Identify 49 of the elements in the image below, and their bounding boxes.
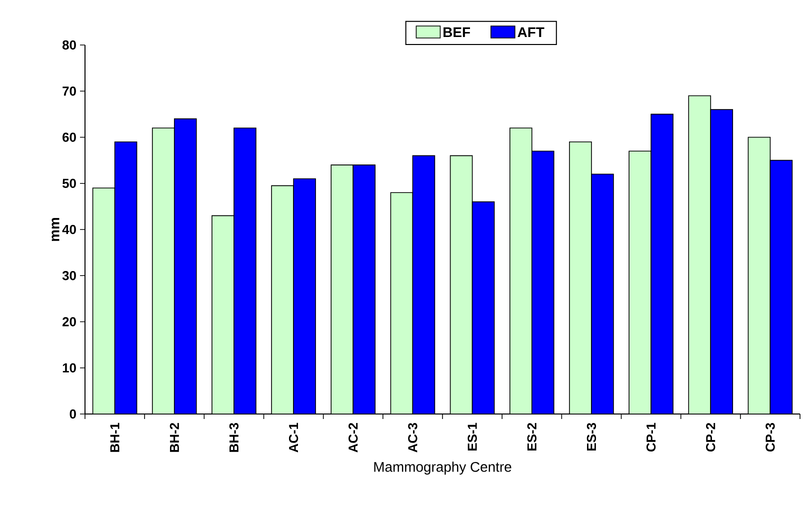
bar: [591, 174, 614, 414]
bar: [92, 188, 115, 414]
y-tick-label: 0: [70, 409, 76, 419]
legend-label: AFT: [518, 27, 544, 38]
x-axis-title: Mammography Centre: [374, 462, 512, 475]
y-tick-label: 70: [62, 86, 76, 96]
bar: [472, 202, 494, 414]
bar: [212, 216, 234, 414]
bar: [390, 192, 413, 414]
bar: [174, 118, 196, 414]
bar: [152, 128, 174, 414]
bar: [234, 128, 256, 414]
y-tick-label: 60: [62, 132, 76, 142]
bar: [748, 136, 771, 414]
bar: [294, 178, 316, 414]
x-tick-label: ES-1: [468, 422, 477, 450]
x-tick-label: BH-3: [229, 422, 239, 452]
x-tick-label: BH-1: [110, 422, 120, 452]
y-tick-label: 40: [62, 224, 76, 234]
bar: [272, 186, 294, 414]
x-tick-label: ES-2: [527, 423, 536, 450]
bar: [569, 142, 592, 414]
bar: [770, 160, 793, 414]
x-tick-label: AC-3: [408, 422, 418, 452]
x-tick-label: BH-2: [170, 423, 179, 452]
bar: [412, 156, 435, 414]
y-tick-label: 80: [62, 40, 76, 50]
bar: [353, 164, 376, 414]
bar: [510, 128, 532, 414]
legend-label: BEF: [444, 27, 470, 38]
x-tick-label: CP-1: [646, 422, 656, 452]
bar: [629, 151, 652, 414]
x-tick-label: CP-2: [706, 423, 716, 452]
x-tick-label: CP-3: [766, 422, 775, 452]
x-tick-label: AC-2: [348, 423, 358, 452]
bar: [450, 156, 472, 414]
y-tick-label: 30: [62, 271, 76, 280]
y-tick-label: 10: [62, 363, 76, 372]
bar: [710, 110, 733, 414]
y-tick-label: 50: [62, 178, 76, 188]
bar: [651, 114, 674, 414]
x-tick-label: AC-1: [288, 422, 298, 452]
bar: [532, 151, 554, 414]
y-axis-title: mm: [52, 218, 60, 241]
bar: [331, 164, 354, 414]
bar: [688, 96, 711, 414]
y-tick-label: 20: [62, 317, 76, 326]
x-tick-label: ES-3: [586, 422, 596, 450]
bar: [114, 142, 137, 414]
